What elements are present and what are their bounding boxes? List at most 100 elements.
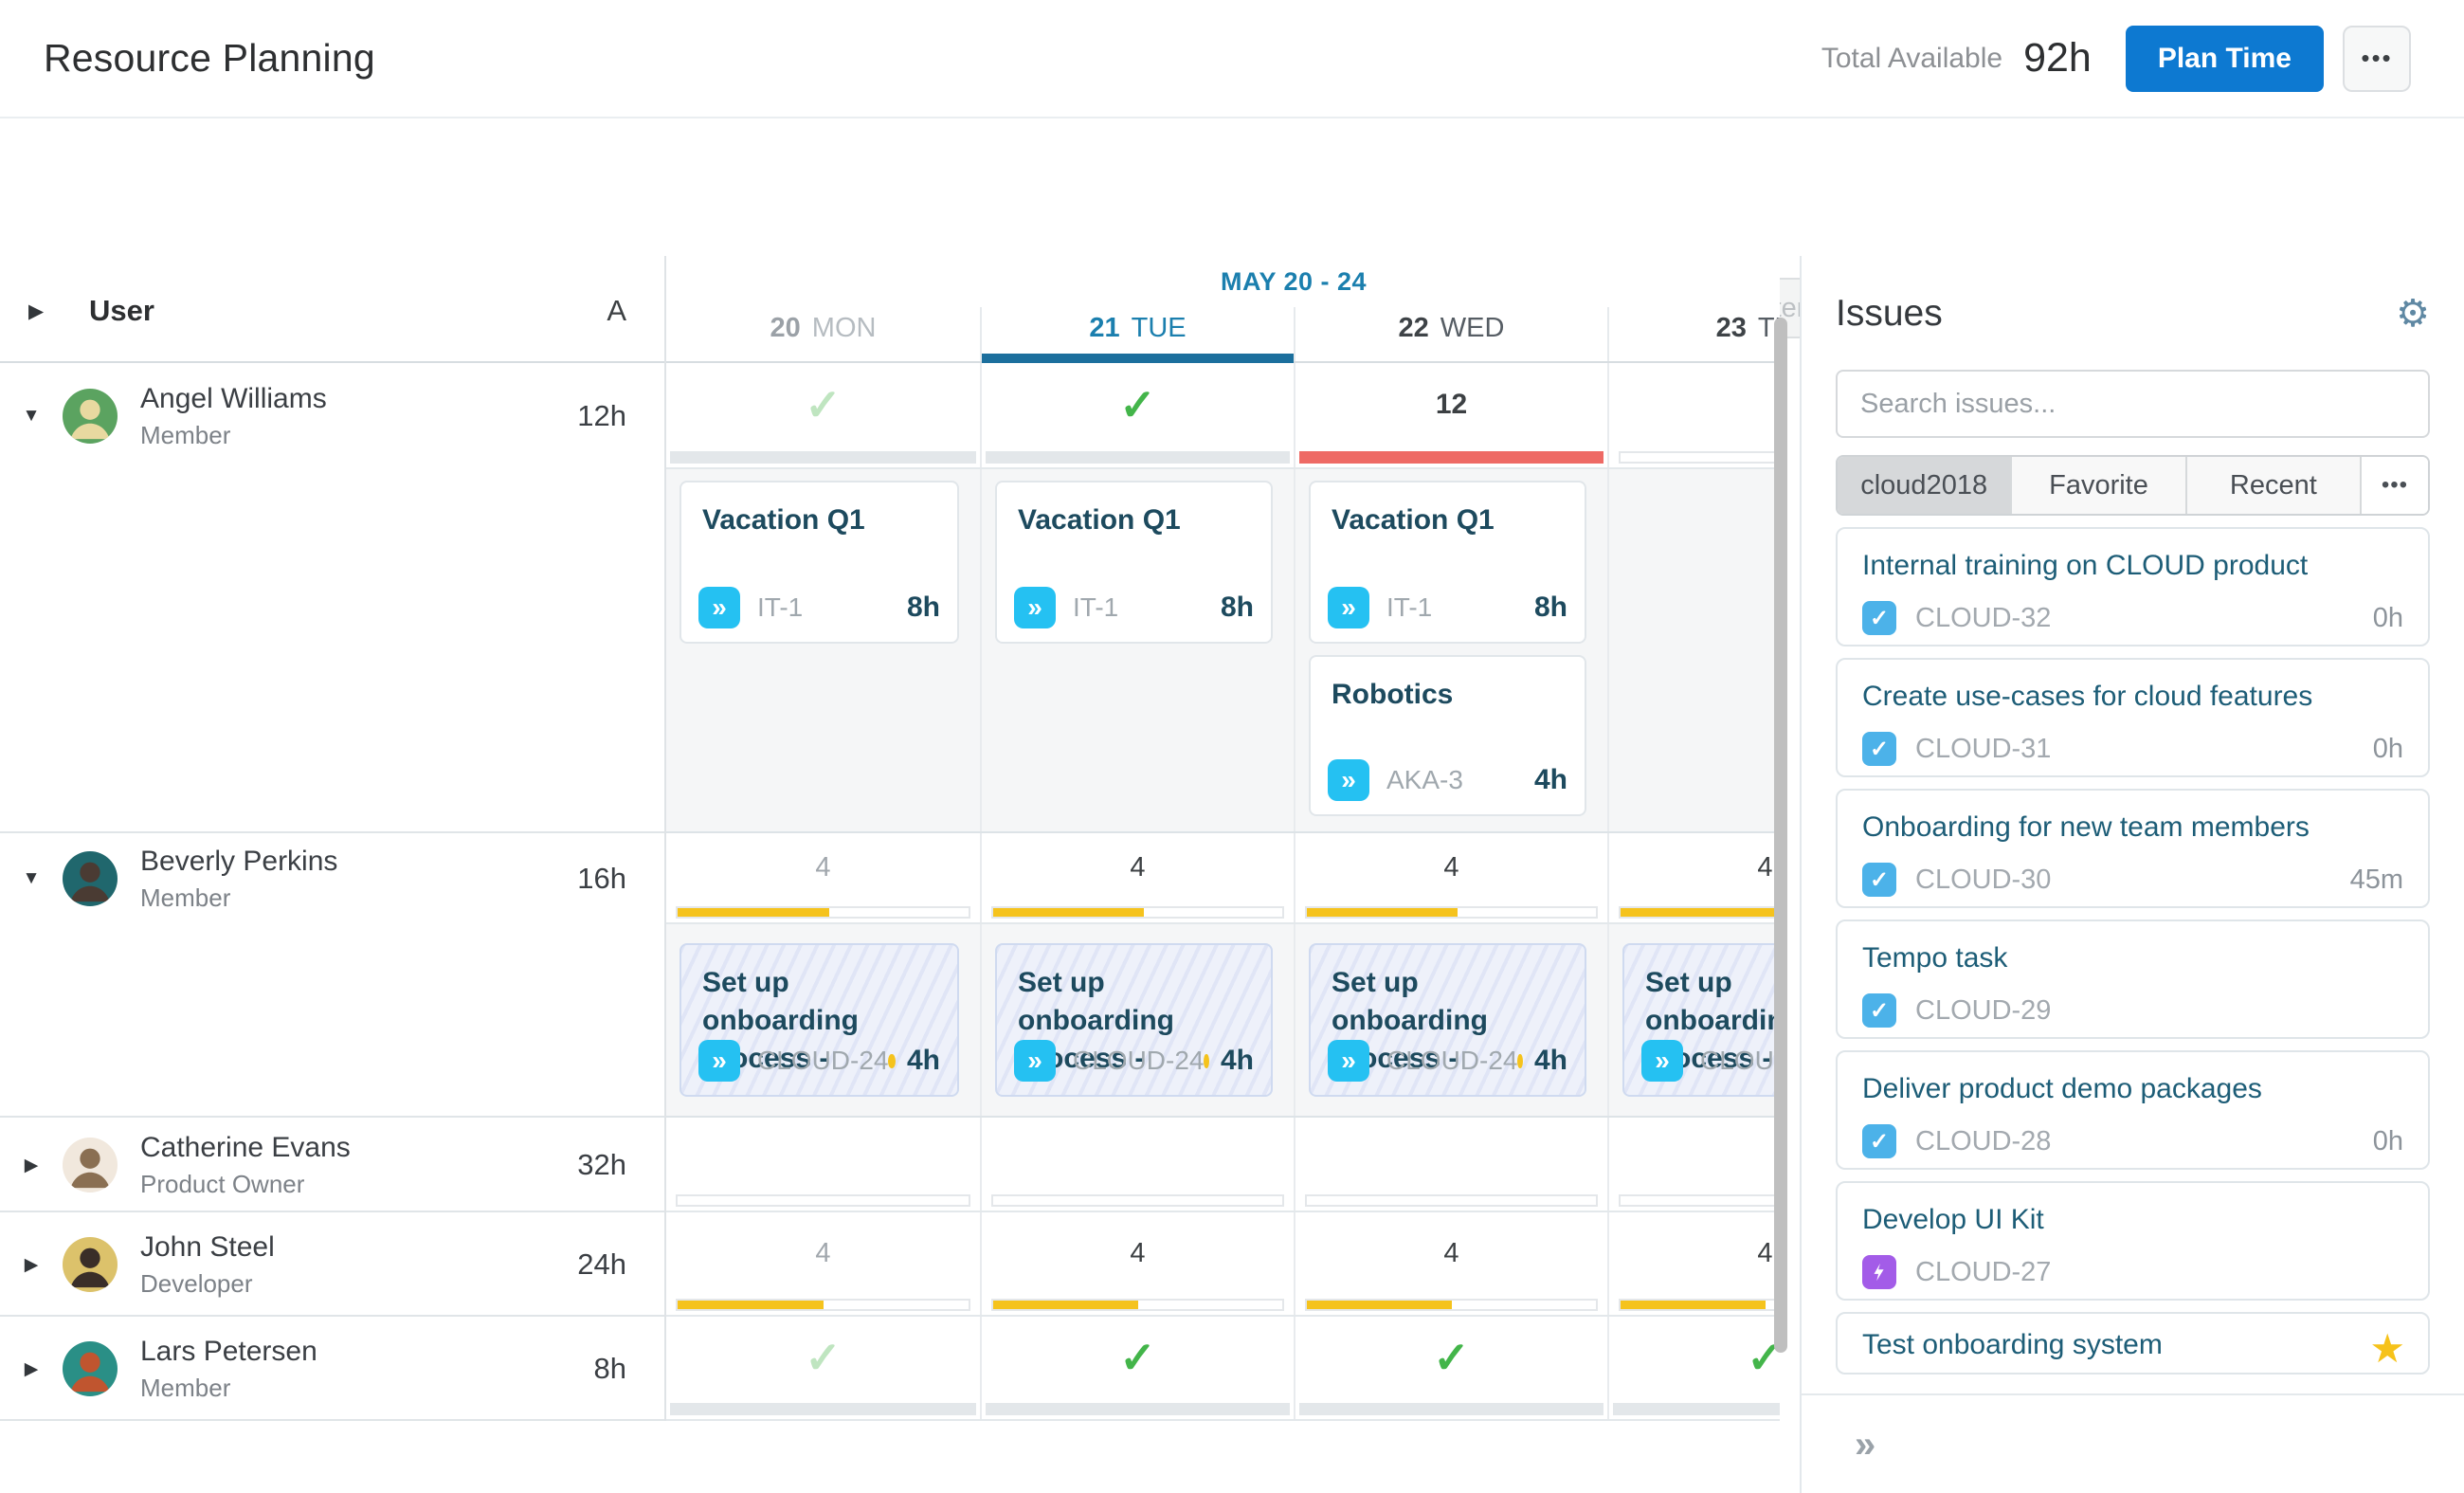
issue-list-item[interactable]: Internal training on CLOUD product ✓ CLO… — [1836, 527, 2430, 646]
availability-cell[interactable]: 4 — [1294, 1212, 1607, 1315]
favorite-star-icon[interactable]: ★ — [2369, 1326, 2405, 1371]
expand-user-icon[interactable]: ▶ — [24, 1254, 39, 1275]
availability-cell[interactable]: 4 — [980, 1212, 1294, 1315]
user-row[interactable]: ▼ Angel Williams Member 12h — [0, 363, 664, 833]
issue-list-item[interactable]: Onboarding for new team members ✓ CLOUD-… — [1836, 789, 2430, 908]
user-name: Catherine Evans — [140, 1131, 351, 1163]
availability-cell[interactable]: 4 — [666, 1212, 980, 1315]
availability-cell[interactable] — [666, 1118, 980, 1211]
user-name: John Steel — [140, 1230, 275, 1263]
task-card[interactable]: Vacation Q1 » IT-1 8h — [995, 481, 1273, 644]
expand-user-icon[interactable]: ▶ — [24, 1358, 39, 1379]
header-more-button[interactable]: ••• — [2343, 25, 2411, 92]
availability-column-header: A — [607, 294, 626, 327]
day-column-header[interactable]: 21 TUE — [980, 307, 1294, 363]
user-role: Member — [140, 420, 231, 449]
capacity-bar — [986, 451, 1290, 464]
issue-hours: 0h — [2372, 1125, 2403, 1156]
availability-cell[interactable]: ✓ — [666, 1317, 980, 1419]
issue-list-item[interactable]: Test onboarding system ★ — [1836, 1312, 2430, 1375]
user-available-hours: 16h — [577, 862, 626, 895]
task-cell[interactable]: Set up onboarding process - » CLOUD-24 4… — [980, 924, 1294, 1116]
task-card[interactable]: Robotics » AKA-3 4h — [1309, 655, 1586, 816]
issue-hours: 0h — [2372, 602, 2403, 633]
planned-time: 4h — [1533, 764, 1567, 795]
task-cell[interactable]: Set up onboarding process - » CLOUD-24 4… — [1294, 924, 1607, 1116]
user-row[interactable]: ▶ Lars Petersen Member 8h — [0, 1317, 664, 1421]
availability-cell[interactable]: ✓ — [1294, 1317, 1607, 1419]
collapse-user-icon[interactable]: ▼ — [22, 868, 41, 888]
availability-row: 4 4 4 4 — [666, 1212, 1780, 1317]
task-card[interactable]: Vacation Q1 » IT-1 8h — [1309, 481, 1586, 644]
task-card[interactable]: Set up onboarding process - » CLOUD-24 4… — [1622, 943, 1780, 1097]
issue-key: IT-1 — [1073, 592, 1119, 622]
availability-cell[interactable]: ✓ — [980, 1317, 1294, 1419]
availability-cell[interactable]: 4 — [1607, 833, 1780, 922]
availability-row: ✓ ✓ ✓ ✓ — [666, 1317, 1780, 1421]
overload-bar — [1299, 451, 1603, 464]
issue-list-item[interactable]: Deliver product demo packages ✓ CLOUD-28… — [1836, 1050, 2430, 1170]
user-name: Beverly Perkins — [140, 845, 338, 877]
day-column-header[interactable]: 20 MON — [770, 313, 877, 343]
availability-cell[interactable] — [1607, 1118, 1780, 1211]
availability-cell[interactable]: ✓ — [666, 363, 980, 467]
capacity-bar — [991, 906, 1284, 919]
task-cell[interactable] — [1607, 469, 1780, 831]
task-cell[interactable]: Vacation Q1 » IT-1 8h Robotics » AKA-3 4… — [1294, 469, 1607, 831]
availability-cell[interactable]: 12 — [1294, 363, 1607, 467]
issue-list-item[interactable]: Develop UI Kit CLOUD-27 — [1836, 1181, 2430, 1301]
search-issues-input[interactable] — [1836, 370, 2430, 438]
issues-tabs: cloud2018 Favorite Recent ••• — [1836, 455, 2430, 516]
availability-cell[interactable]: 4 — [1294, 833, 1607, 922]
tab-recent[interactable]: Recent — [2184, 457, 2360, 514]
availability-cell[interactable]: 4 — [666, 833, 980, 922]
task-checkbox-icon: ✓ — [1862, 1124, 1896, 1158]
user-row[interactable]: ▶ John Steel Developer 24h — [0, 1212, 664, 1317]
task-cell[interactable]: Vacation Q1 » IT-1 8h — [666, 469, 980, 831]
calendar-grid: MAY 20 - 24 20 MON 21 TUE 22 WED — [666, 256, 1780, 1421]
issue-list-item[interactable]: Create use-cases for cloud features ✓ CL… — [1836, 658, 2430, 777]
user-panel: ▶ User A ▼ Angel Williams Member 12h ▼ — [0, 256, 666, 1421]
expand-user-icon[interactable]: ▶ — [24, 1155, 39, 1175]
user-row[interactable]: ▶ Catherine Evans Product Owner 32h — [0, 1118, 664, 1212]
collapse-panel-icon[interactable]: » — [1855, 1424, 1876, 1466]
plan-time-button[interactable]: Plan Time — [2125, 25, 2324, 92]
task-card[interactable]: Set up onboarding process - » CLOUD-24 4… — [679, 943, 959, 1097]
issue-key: CLOUD-28 — [1915, 1125, 2052, 1156]
user-row[interactable]: ▼ Beverly Perkins Member 16h — [0, 833, 664, 1118]
tempo-plan-icon: » — [1014, 587, 1056, 628]
collapse-user-icon[interactable]: ▼ — [22, 406, 41, 426]
availability-cell[interactable] — [1607, 363, 1780, 467]
availability-cell[interactable] — [980, 1118, 1294, 1211]
vertical-scrollbar[interactable] — [1774, 318, 1787, 1353]
availability-cell[interactable]: 4 — [1607, 1212, 1780, 1315]
task-card[interactable]: Set up onboarding process - » CLOUD-24 4… — [1309, 943, 1586, 1097]
task-cell[interactable]: Vacation Q1 » IT-1 8h — [980, 469, 1294, 831]
tempo-plan-icon: » — [1328, 1040, 1369, 1082]
tabs-more-button[interactable]: ••• — [2359, 457, 2428, 514]
tab-cloud2018[interactable]: cloud2018 — [1838, 457, 2011, 514]
availability-cell[interactable]: ✓ — [1607, 1317, 1780, 1419]
expand-all-icon[interactable]: ▶ — [28, 300, 45, 322]
issue-key: IT-1 — [1386, 592, 1433, 622]
planned-time: 8h — [1220, 592, 1254, 623]
issue-key: CLOUD-24 — [1700, 1046, 1780, 1075]
tab-favorite[interactable]: Favorite — [2010, 457, 2185, 514]
capacity-bar — [1619, 1194, 1780, 1207]
availability-cell[interactable] — [1294, 1118, 1607, 1211]
task-cell[interactable]: Set up onboarding process - » CLOUD-24 4… — [666, 924, 980, 1116]
task-cell[interactable]: Set up onboarding process - » CLOUD-24 4… — [1607, 924, 1780, 1116]
issue-list-item[interactable]: Tempo task ✓ CLOUD-29 — [1836, 919, 2430, 1039]
day-column-header[interactable]: 23 THU — [1607, 307, 1780, 361]
calendar-day-header: MAY 20 - 24 20 MON 21 TUE 22 WED — [666, 256, 1780, 363]
tempo-plan-icon: » — [1014, 1040, 1056, 1082]
task-card[interactable]: Set up onboarding process - » CLOUD-24 4… — [995, 943, 1273, 1097]
availability-cell[interactable]: ✓ — [980, 363, 1294, 467]
day-column-header[interactable]: 22 WED — [1294, 307, 1607, 361]
availability-cell[interactable]: 4 — [980, 833, 1294, 922]
gear-icon[interactable]: ⚙ — [2396, 293, 2430, 335]
capacity-bar — [991, 1299, 1284, 1311]
planned-time: 4h — [1533, 1045, 1567, 1076]
task-card[interactable]: Vacation Q1 » IT-1 8h — [679, 481, 959, 644]
capacity-bar — [1619, 906, 1780, 919]
